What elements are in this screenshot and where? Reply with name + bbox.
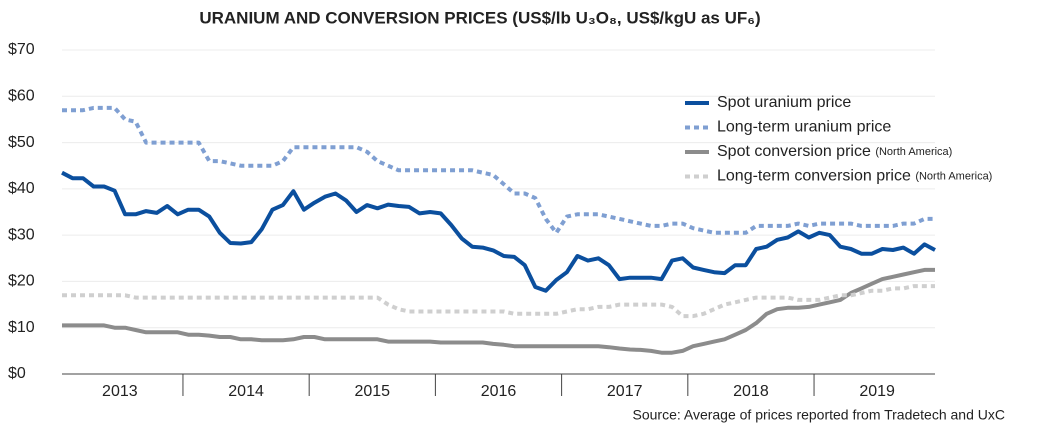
x-tick-label: 2018: [733, 383, 769, 400]
legend-name: Long-term conversion price: [717, 168, 911, 185]
legend-label: Long-term uranium price: [717, 119, 891, 136]
y-tick-label: $30: [8, 226, 35, 243]
y-tick-label: $50: [8, 134, 35, 151]
legend-note: (North America): [875, 146, 952, 158]
legend-label: Long-term conversion price (North Americ…: [717, 168, 992, 185]
x-tick-label: 2019: [859, 383, 895, 400]
legend-label: Spot conversion price (North America): [717, 143, 952, 160]
y-tick-label: $40: [8, 180, 35, 197]
legend-note: (North America): [915, 170, 992, 182]
series-line: [62, 284, 935, 319]
y-tick-label: $0: [8, 365, 26, 382]
y-tick-label: $70: [8, 41, 35, 58]
legend-name: Spot conversion price: [717, 143, 871, 160]
y-tick-label: $20: [8, 273, 35, 290]
x-tick-label: 2014: [228, 383, 264, 400]
x-tick-label: 2017: [607, 383, 643, 400]
y-tick-label: $10: [8, 319, 35, 336]
x-tick-label: 2016: [481, 383, 517, 400]
series-line: [62, 267, 935, 355]
x-tick-label: 2015: [354, 383, 390, 400]
source-note: Source: Average of prices reported from …: [633, 407, 1006, 423]
legend-name: Spot uranium price: [717, 94, 851, 111]
chart-title: URANIUM AND CONVERSION PRICES (US$/lb U₃…: [199, 8, 760, 27]
legend-name: Long-term uranium price: [717, 119, 891, 136]
y-tick-label: $60: [8, 88, 35, 105]
legend-label: Spot uranium price: [717, 94, 851, 111]
series-line: [62, 105, 935, 235]
series-line: [61, 170, 936, 293]
x-tick-label: 2013: [102, 383, 138, 400]
